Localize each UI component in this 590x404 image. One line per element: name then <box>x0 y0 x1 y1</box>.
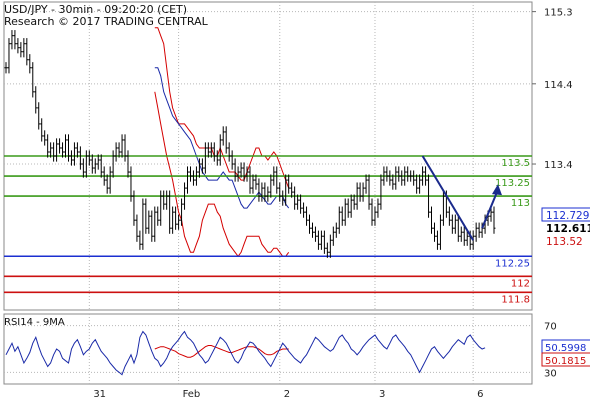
x-tick-label: 3 <box>379 389 385 400</box>
y-tick-label: 113.4 <box>544 160 573 171</box>
level-label: 113 <box>511 198 530 209</box>
level-label: 112 <box>511 278 530 289</box>
price-badge-value: 112.729 <box>546 210 589 222</box>
x-tick-label: 6 <box>477 389 483 400</box>
rsi-badge-frame <box>541 352 590 367</box>
trendline <box>421 155 475 241</box>
x-tick-label: Feb <box>183 389 201 400</box>
y-tick-label: 114.4 <box>544 80 573 91</box>
level-label: 111.8 <box>501 294 530 305</box>
level-label: 112.25 <box>495 258 530 269</box>
bollinger-upper-line <box>154 27 290 189</box>
price-badge-value: 113.52 <box>546 236 583 248</box>
moving-average-line <box>154 67 290 209</box>
rsi-badge-value: 50.1815 <box>545 356 586 367</box>
rsi-line <box>5 330 486 376</box>
y-tick-label: 115.3 <box>544 8 573 19</box>
level-label: 113.5 <box>501 158 530 169</box>
chart-subtitle: Research © 2017 TRADING CENTRAL <box>4 15 209 28</box>
rsi-ma-line <box>154 345 289 358</box>
price-badge-frame <box>541 207 590 222</box>
bollinger-bands <box>154 27 290 258</box>
forecast-arrow-head <box>491 184 502 196</box>
bollinger-lower-line <box>154 91 290 258</box>
price-series <box>4 30 496 258</box>
level-label: 113.25 <box>495 178 530 189</box>
x-tick-label: 2 <box>284 389 290 400</box>
rsi-series <box>5 330 486 376</box>
rsi-badge-value: 50.5998 <box>545 343 586 354</box>
price-badge-value: 112.611 <box>546 223 590 235</box>
x-tick-label: 31 <box>93 389 106 400</box>
rsi-tick-label: 70 <box>544 322 557 333</box>
rsi-tick-label: 30 <box>544 368 557 379</box>
chart-title: USD/JPY - 30min - 09:20:20 (CET) <box>4 3 187 16</box>
forecast-arrow-shaft <box>481 191 498 229</box>
rsi-panel-frame <box>3 313 533 385</box>
rsi-panel-title: RSI14 - 9MA <box>4 317 65 328</box>
annotations <box>421 155 502 241</box>
